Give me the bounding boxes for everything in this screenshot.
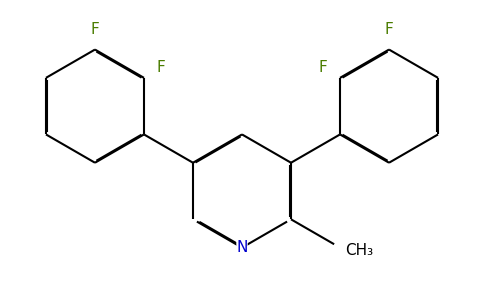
Text: F: F xyxy=(157,60,166,75)
Text: F: F xyxy=(318,60,327,75)
Text: CH₃: CH₃ xyxy=(345,243,373,258)
Text: N: N xyxy=(236,240,248,255)
Text: F: F xyxy=(91,22,99,37)
Text: F: F xyxy=(385,22,393,37)
